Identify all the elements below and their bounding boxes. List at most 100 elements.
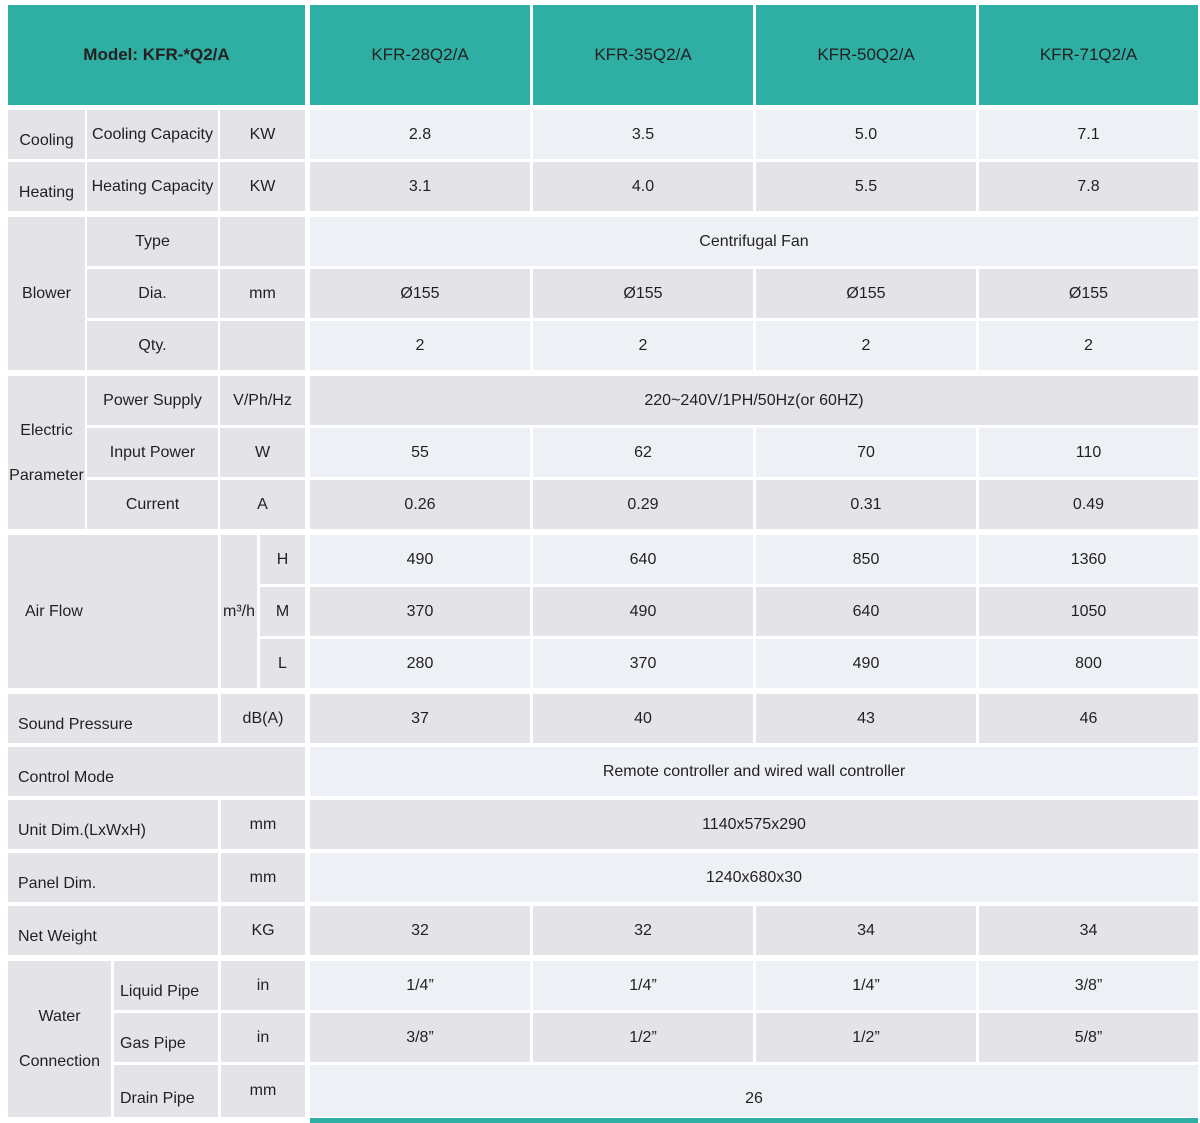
gas-pipe-value: 1/2”	[533, 1013, 753, 1062]
power-supply-value: 220~240V/1PH/50Hz(or 60HZ)	[310, 376, 1198, 425]
section-electric-parameter: Electric Parameter Power Supply V/Ph/Hz …	[8, 376, 1200, 529]
row-control-mode: Control Mode Remote controller and wired…	[8, 747, 1200, 796]
header-model-label: Model: KFR-*Q2/A	[8, 5, 305, 105]
blower-qty-value: 2	[756, 321, 976, 370]
sound-pressure-value: 37	[310, 694, 530, 743]
heating-value: 4.0	[533, 162, 753, 211]
heating-unit: KW	[220, 162, 305, 211]
header-col-kfr-50: KFR-50Q2/A	[756, 5, 976, 105]
air-flow-high-label: H	[260, 535, 305, 584]
section-blower: Blower Type Centrifugal Fan Dia. mm Ø155…	[8, 217, 1200, 370]
row-input-power: Input Power W 55 62 70 110	[87, 428, 1198, 477]
sound-pressure-value: 43	[756, 694, 976, 743]
current-value: 0.26	[310, 480, 530, 529]
cooling-value: 3.5	[533, 110, 753, 159]
cooling-section-label: Cooling	[8, 110, 85, 159]
row-gas-pipe: Gas Pipe in 3/8” 1/2” 1/2” 5/8”	[114, 1013, 1198, 1062]
electric-label-line1: Electric	[20, 421, 73, 439]
current-value: 0.31	[756, 480, 976, 529]
water-label-line1: Water	[38, 1008, 81, 1025]
electric-label-line2: Parameter	[9, 466, 84, 484]
heating-value: 3.1	[310, 162, 530, 211]
air-flow-low-value: 800	[979, 639, 1198, 688]
input-power-value: 110	[979, 428, 1198, 477]
header-col-kfr-28: KFR-28Q2/A	[310, 5, 530, 105]
power-supply-label: Power Supply	[87, 376, 218, 425]
blower-type-value: Centrifugal Fan	[310, 217, 1198, 266]
unit-dim-label: Unit Dim.(LxWxH)	[8, 800, 218, 849]
air-flow-high-value: 1360	[979, 535, 1198, 584]
blower-dia-value: Ø155	[310, 269, 530, 318]
row-blower-dia: Dia. mm Ø155 Ø155 Ø155 Ø155	[87, 269, 1198, 318]
panel-dim-value: 1240x680x30	[310, 853, 1198, 902]
electric-section-label: Electric Parameter	[8, 376, 85, 529]
row-cooling: Cooling Cooling Capacity KW 2.8 3.5 5.0 …	[8, 110, 1200, 159]
control-mode-value: Remote controller and wired wall control…	[310, 747, 1198, 796]
air-flow-high-value: 640	[533, 535, 753, 584]
net-weight-value: 32	[310, 906, 530, 955]
water-section-label: Water Connection	[8, 961, 111, 1117]
blower-dia-value: Ø155	[979, 269, 1198, 318]
liquid-pipe-unit: in	[221, 961, 305, 1010]
cooling-capacity-label: Cooling Capacity	[87, 110, 218, 159]
liquid-pipe-value: 1/4”	[310, 961, 530, 1010]
gas-pipe-value: 5/8”	[979, 1013, 1198, 1062]
row-power-supply: Power Supply V/Ph/Hz 220~240V/1PH/50Hz(o…	[87, 376, 1198, 425]
row-panel-dim: Panel Dim. mm 1240x680x30	[8, 853, 1200, 902]
drain-pipe-label: Drain Pipe	[114, 1065, 218, 1117]
liquid-pipe-value: 1/4”	[533, 961, 753, 1010]
gas-pipe-unit: in	[221, 1013, 305, 1062]
cooling-unit: KW	[220, 110, 305, 159]
air-flow-section-label: Air Flow	[8, 535, 218, 688]
blower-qty-value: 2	[310, 321, 530, 370]
blower-qty-value: 2	[979, 321, 1198, 370]
air-flow-low-value: 490	[756, 639, 976, 688]
sound-pressure-value: 46	[979, 694, 1198, 743]
gas-pipe-value: 1/2”	[756, 1013, 976, 1062]
air-flow-high-value: 490	[310, 535, 530, 584]
current-unit: A	[220, 480, 305, 529]
gas-pipe-value: 3/8”	[310, 1013, 530, 1062]
net-weight-label: Net Weight	[8, 906, 218, 955]
cooling-value: 2.8	[310, 110, 530, 159]
blower-dia-label: Dia.	[87, 269, 218, 318]
liquid-pipe-value: 1/4”	[756, 961, 976, 1010]
section-water-connection: Water Connection Liquid Pipe in 1/4” 1/4…	[8, 961, 1200, 1117]
blower-dia-unit: mm	[220, 269, 305, 318]
row-blower-qty: Qty. 2 2 2 2	[87, 321, 1198, 370]
drain-pipe-unit: mm	[221, 1065, 305, 1117]
row-net-weight: Net Weight KG 32 32 34 34	[8, 906, 1200, 955]
blower-dia-value: Ø155	[533, 269, 753, 318]
air-flow-high-value: 850	[756, 535, 976, 584]
net-weight-value: 32	[533, 906, 753, 955]
blower-qty-unit-empty	[220, 321, 305, 370]
sound-pressure-unit: dB(A)	[221, 694, 305, 743]
liquid-pipe-value: 3/8”	[979, 961, 1198, 1010]
net-weight-unit: KG	[221, 906, 305, 955]
input-power-value: 70	[756, 428, 976, 477]
row-blower-type: Type Centrifugal Fan	[87, 217, 1198, 266]
input-power-value: 55	[310, 428, 530, 477]
blower-section-label: Blower	[8, 217, 85, 370]
blower-qty-value: 2	[533, 321, 753, 370]
gas-pipe-label: Gas Pipe	[114, 1013, 218, 1062]
heating-capacity-label: Heating Capacity	[87, 162, 218, 211]
row-air-flow-medium: M 370 490 640 1050	[260, 587, 1198, 636]
row-unit-dim: Unit Dim.(LxWxH) mm 1140x575x290	[8, 800, 1200, 849]
air-flow-low-label: L	[260, 639, 305, 688]
net-weight-value: 34	[756, 906, 976, 955]
panel-dim-label: Panel Dim.	[8, 853, 218, 902]
air-flow-medium-value: 490	[533, 587, 753, 636]
input-power-label: Input Power	[87, 428, 218, 477]
liquid-pipe-label: Liquid Pipe	[114, 961, 218, 1010]
row-air-flow-high: H 490 640 850 1360	[260, 535, 1198, 584]
row-heating: Heating Heating Capacity KW 3.1 4.0 5.5 …	[8, 162, 1200, 211]
panel-dim-unit: mm	[221, 853, 305, 902]
drain-pipe-value: 26	[310, 1065, 1198, 1117]
input-power-unit: W	[220, 428, 305, 477]
heating-section-label: Heating	[8, 162, 85, 211]
net-weight-value: 34	[979, 906, 1198, 955]
heating-value: 7.8	[979, 162, 1198, 211]
air-flow-medium-label: M	[260, 587, 305, 636]
